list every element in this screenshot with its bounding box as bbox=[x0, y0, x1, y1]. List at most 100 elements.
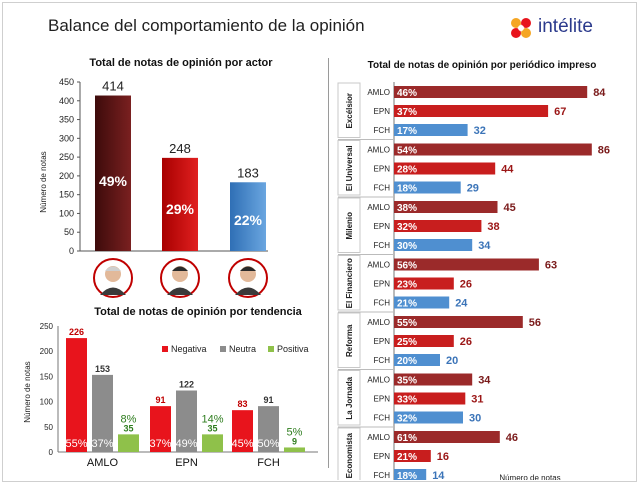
group-box bbox=[337, 312, 361, 368]
row-actor-label: EPN bbox=[374, 452, 391, 461]
bar-fch bbox=[394, 469, 427, 480]
row-actor-label: AMLO bbox=[367, 261, 390, 270]
bar-value-label: 16 bbox=[437, 451, 449, 463]
bar-value-label: 31 bbox=[471, 394, 483, 406]
bar-value-label: 63 bbox=[545, 260, 557, 272]
row-actor-label: FCH bbox=[374, 126, 391, 135]
legend-label: Neutra bbox=[229, 344, 256, 354]
bar-percent-label: 28% bbox=[397, 165, 417, 176]
bar-epn-positiva bbox=[202, 434, 223, 452]
row-actor-label: FCH bbox=[374, 356, 391, 365]
y-tick-label: 250 bbox=[40, 322, 54, 331]
bar-percent-label: 49% bbox=[99, 173, 128, 189]
bar-value-label: 34 bbox=[478, 375, 491, 387]
bar-value-label: 226 bbox=[69, 327, 84, 337]
row-actor-label: EPN bbox=[374, 337, 391, 346]
y-tick-label: 350 bbox=[59, 115, 74, 125]
row-actor-label: AMLO bbox=[367, 146, 390, 155]
bar-value-label: 91 bbox=[263, 395, 273, 405]
bar-fch bbox=[394, 124, 468, 136]
bar-value-label: 248 bbox=[169, 141, 191, 156]
row-actor-label: AMLO bbox=[367, 433, 390, 442]
row-actor-label: AMLO bbox=[367, 376, 390, 385]
bar-value-label: 83 bbox=[237, 399, 247, 409]
bar-amlo-neutra bbox=[92, 374, 113, 452]
bar-percent-label: 32% bbox=[397, 414, 417, 425]
bar-percent-label: 32% bbox=[397, 222, 417, 233]
brand-mark-icon bbox=[511, 18, 531, 38]
avatar-shoulders bbox=[167, 287, 193, 295]
bar-value-label: 35 bbox=[207, 423, 217, 433]
bar-amlo bbox=[394, 258, 539, 271]
bar-percent-label: 54% bbox=[397, 146, 417, 157]
bar-fch-neutra bbox=[258, 406, 279, 452]
x-axis-label: Número de notas bbox=[499, 474, 560, 481]
panel-divider bbox=[328, 58, 329, 468]
bar-percent-label: 46% bbox=[397, 88, 417, 99]
bar-value-label: 122 bbox=[179, 380, 194, 390]
group-box bbox=[337, 255, 361, 311]
bar-value-label: 32 bbox=[474, 125, 486, 137]
bar-percent-label: 56% bbox=[397, 261, 417, 272]
bar-value-label: 91 bbox=[155, 395, 165, 405]
legend-swatch-negativa bbox=[162, 346, 168, 352]
group-label: Excélsior bbox=[345, 93, 354, 129]
group-box bbox=[337, 370, 361, 426]
y-tick-label: 300 bbox=[59, 133, 74, 143]
bar-value-label: 20 bbox=[446, 355, 458, 367]
avatar-hair bbox=[105, 266, 121, 271]
bar-percent-label: 50% bbox=[257, 438, 279, 450]
row-actor-label: FCH bbox=[374, 241, 391, 250]
bar-value-label: 67 bbox=[554, 106, 566, 118]
bar-percent-label: 37% bbox=[397, 107, 417, 118]
y-tick-label: 0 bbox=[69, 246, 74, 256]
fch-portrait-icon bbox=[228, 258, 268, 298]
bar-value-label: 29 bbox=[467, 183, 479, 195]
bar-percent-label: 22% bbox=[234, 212, 263, 228]
row-actor-label: FCH bbox=[374, 471, 391, 480]
row-actor-label: EPN bbox=[374, 107, 391, 116]
bar-epn bbox=[394, 105, 549, 117]
brand-name: intélite bbox=[538, 16, 593, 37]
row-actor-label: AMLO bbox=[367, 318, 390, 327]
bar-amlo-positiva bbox=[118, 434, 139, 452]
avatar-shoulders bbox=[100, 287, 126, 295]
bar-fch bbox=[394, 296, 450, 309]
group-label: Milenio bbox=[345, 212, 354, 240]
bar-epn bbox=[394, 450, 431, 462]
bar-percent-label: 49% bbox=[175, 438, 197, 450]
row-actor-label: EPN bbox=[374, 165, 391, 174]
y-tick-label: 400 bbox=[59, 96, 74, 106]
y-tick-label: 100 bbox=[40, 398, 54, 407]
y-tick-label: 100 bbox=[59, 208, 74, 218]
y-axis-label: Número de notas bbox=[23, 361, 32, 422]
bar-percent-label: 55% bbox=[65, 438, 87, 450]
bar-epn bbox=[394, 392, 466, 405]
bar-percent-label: 17% bbox=[397, 126, 417, 137]
group-box bbox=[337, 197, 361, 253]
bar-epn bbox=[394, 220, 482, 232]
bar-percent-label: 37% bbox=[149, 438, 171, 450]
y-tick-label: 0 bbox=[49, 448, 54, 457]
y-tick-label: 50 bbox=[64, 227, 74, 237]
bar-percent-label: 14% bbox=[201, 413, 223, 425]
chart-tendencia: Total de notas de opinión por tendencia N… bbox=[23, 306, 318, 469]
bar-value-label: 84 bbox=[593, 87, 606, 99]
bar-percent-label: 21% bbox=[397, 299, 417, 310]
legend-label: Negativa bbox=[171, 344, 207, 354]
chart-title: Total de notas de opinión por periódico … bbox=[368, 60, 597, 71]
chart-actor: Total de notas de opinión por actor Númer… bbox=[39, 57, 273, 298]
bar-value-label: 26 bbox=[460, 336, 472, 348]
bar-percent-label: 37% bbox=[91, 438, 113, 450]
amlo-portrait-icon bbox=[93, 258, 133, 298]
bar-percent-label: 45% bbox=[231, 438, 253, 450]
group-box bbox=[337, 82, 361, 138]
bar-amlo bbox=[394, 201, 498, 213]
y-tick-label: 200 bbox=[59, 171, 74, 181]
group-label: El Universal bbox=[345, 145, 354, 191]
bar-epn bbox=[162, 157, 198, 251]
bar-value-label: 14 bbox=[432, 470, 445, 480]
bar-value-label: 183 bbox=[237, 165, 259, 180]
bar-fch bbox=[394, 181, 461, 194]
bar-percent-label: 61% bbox=[397, 433, 417, 444]
